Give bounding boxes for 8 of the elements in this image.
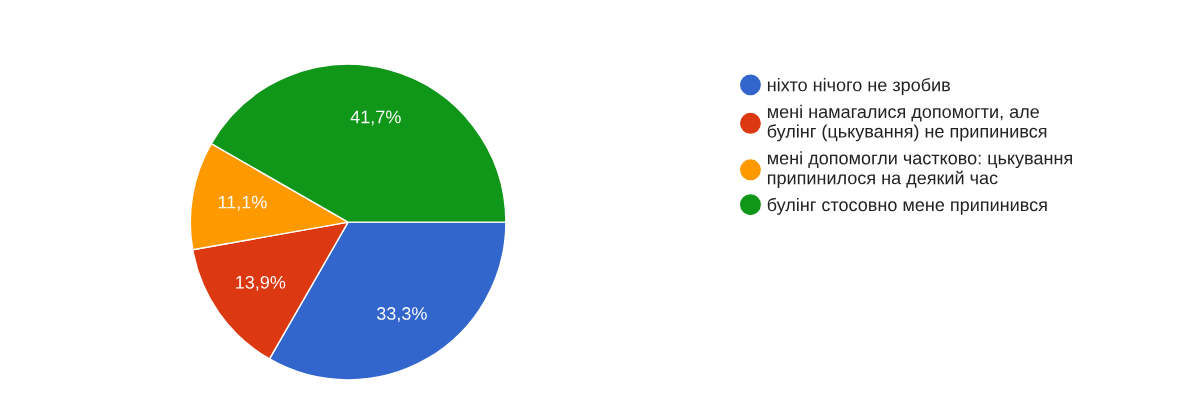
legend-label: мені допомогли частково: цькування припинилося на деякий час (767, 151, 1072, 188)
data-label: 13,9% (236, 275, 286, 291)
legend-label: булінг стосовно мене припинився (767, 197, 1047, 215)
data-label: 33,3% (376, 307, 427, 322)
data-label: 11,1% (218, 195, 267, 211)
legend-label: ніхто нічого не зробив (767, 77, 950, 95)
data-label: 41,7% (350, 110, 401, 126)
legend-label: мені намагалися допомогти, але булінг (цькування) не припинився (767, 104, 1047, 142)
